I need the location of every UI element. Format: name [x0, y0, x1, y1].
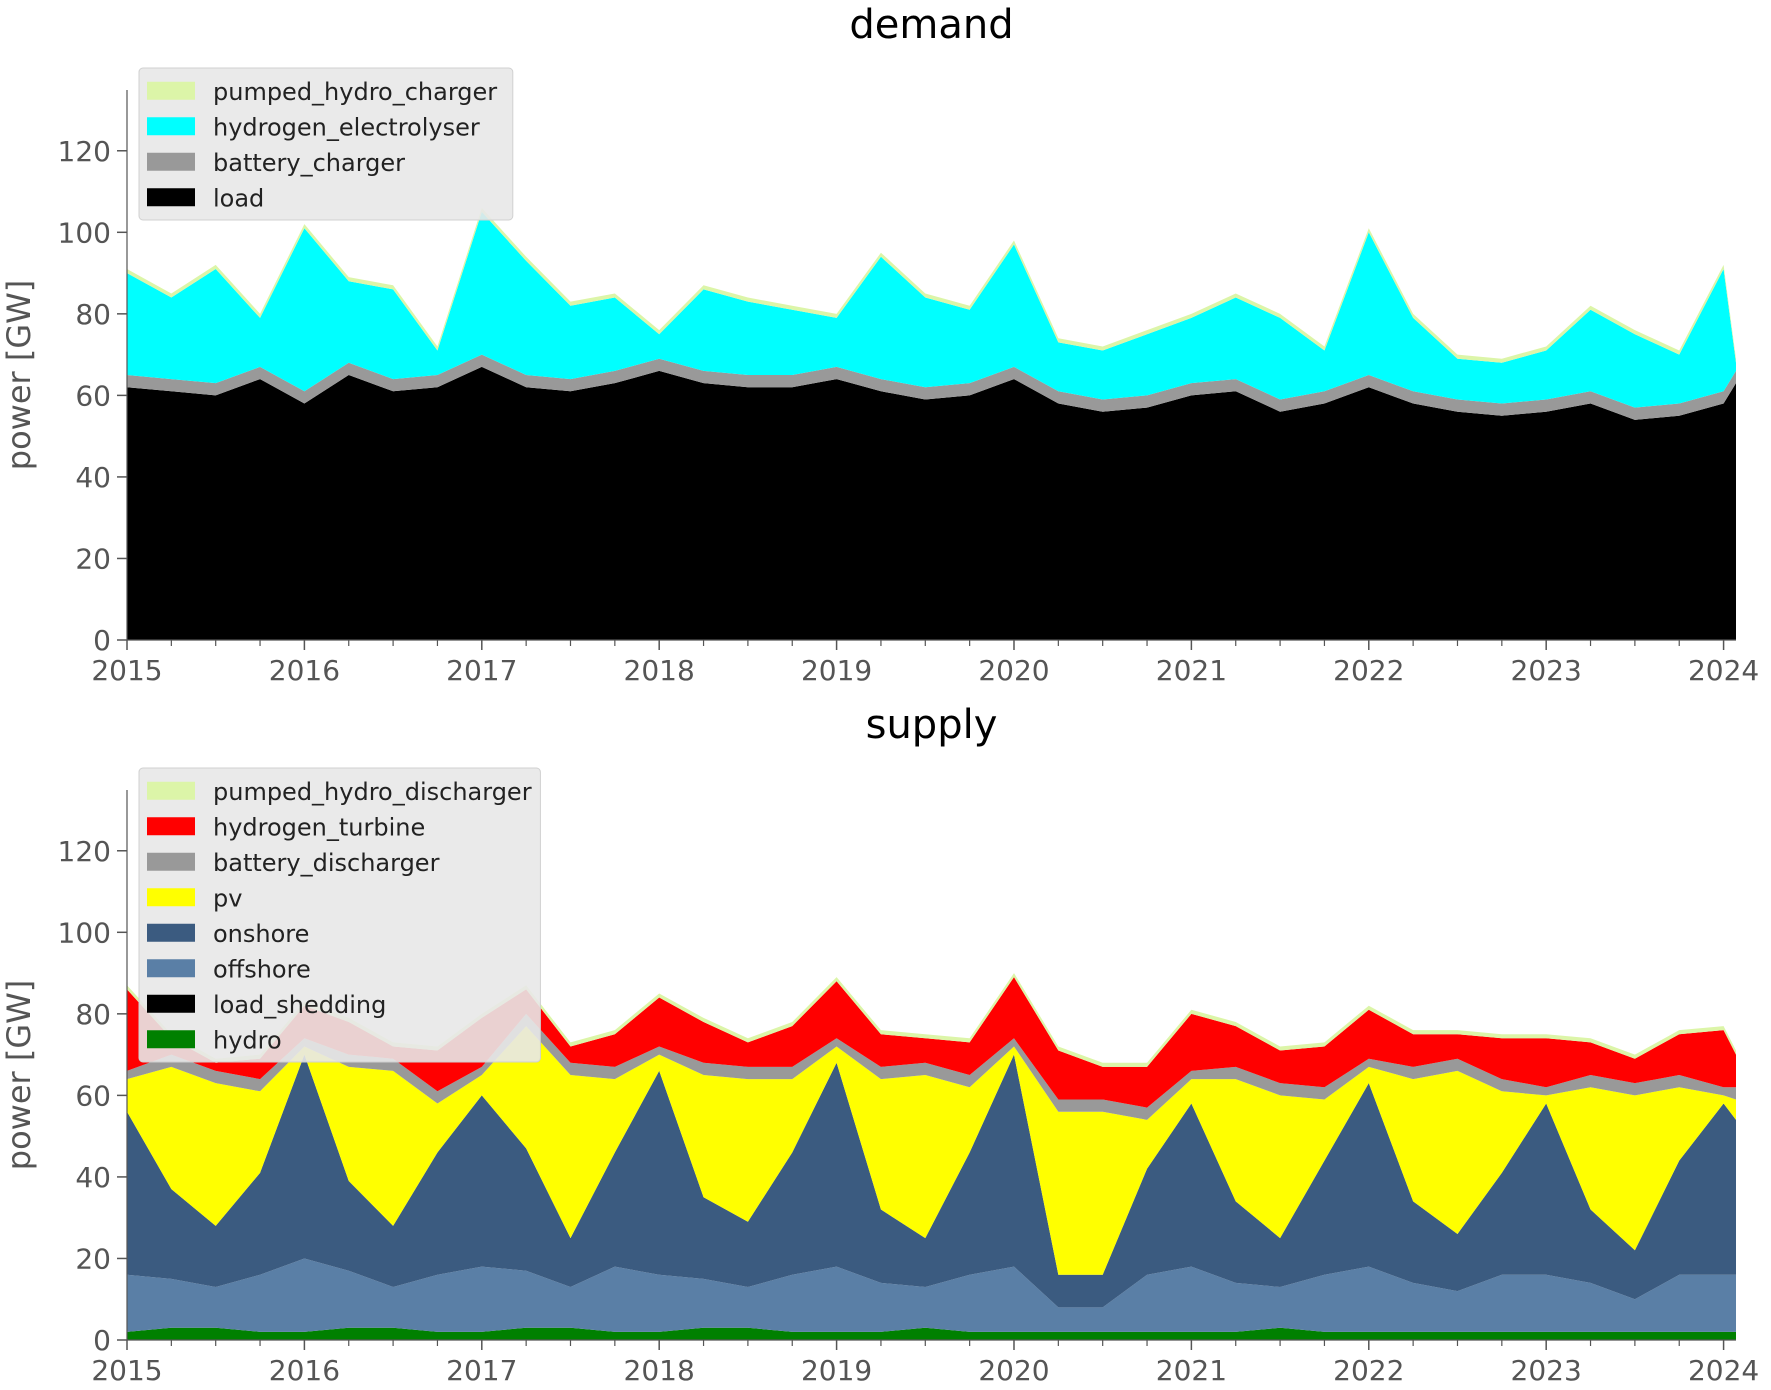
x-tick-label: 2017	[446, 1354, 517, 1387]
x-tick-label: 2020	[978, 654, 1049, 687]
x-tick-label: 2023	[1511, 1354, 1582, 1387]
legend-label-hydrogen_electrolyser: hydrogen_electrolyser	[213, 113, 480, 141]
y-tick-label: 120	[58, 135, 111, 168]
x-tick-label: 2017	[446, 654, 517, 687]
legend-box	[138, 67, 514, 221]
x-tick-label: 2021	[1156, 1354, 1227, 1387]
legend: pumped_hydro_charger hydrogen_electrolyse…	[138, 67, 514, 221]
x-tick-label: 2019	[801, 654, 872, 687]
y-tick-label: 100	[58, 916, 111, 949]
x-tick-label: 2018	[624, 1354, 695, 1387]
legend-swatch-hydrogen_turbine	[147, 817, 195, 836]
area-onshore	[127, 1054, 1736, 1308]
legend-label-hydro: hydro	[213, 1026, 282, 1054]
y-tick-label: 40	[75, 461, 111, 494]
x-tick-label: 2022	[1333, 1354, 1404, 1387]
x-tick-label: 2016	[269, 654, 340, 687]
x-tick-label: 2024	[1688, 1354, 1759, 1387]
area-pv	[127, 1026, 1736, 1275]
area-battery_discharger	[127, 1013, 1736, 1120]
y-tick-label: 80	[75, 998, 111, 1031]
y-tick-label: 120	[58, 835, 111, 868]
legend-swatch-battery_charger	[147, 152, 195, 171]
x-tick-label: 2020	[978, 1354, 1049, 1387]
legend-swatch-pumped_hydro_charger	[147, 81, 195, 100]
x-tick-label: 2024	[1688, 654, 1759, 687]
legend-label-pv: pv	[213, 884, 242, 912]
y-tick-label: 60	[75, 379, 111, 412]
legend-label-battery_charger: battery_charger	[213, 149, 405, 177]
area-pumped_hydro_charger	[127, 207, 1736, 363]
y-tick-label: 100	[58, 216, 111, 249]
legend-swatch-pv	[147, 888, 195, 907]
legend-label-pumped_hydro_charger: pumped_hydro_charger	[213, 78, 497, 106]
legend-swatch-offshore	[147, 959, 195, 978]
x-tick-label: 2019	[801, 1354, 872, 1387]
legend-swatch-load	[147, 188, 195, 207]
legend-label-load_shedding: load_shedding	[213, 991, 386, 1019]
area-load	[127, 366, 1736, 640]
legend-label-hydrogen_turbine: hydrogen_turbine	[213, 813, 425, 841]
y-axis-label: power [GW]	[0, 980, 38, 1170]
legend: pumped_hydro_discharger hydrogen_turbineb…	[138, 767, 541, 1063]
y-tick-label: 80	[75, 298, 111, 331]
area-hydrogen_electrolyser	[127, 211, 1736, 408]
y-tick-label: 40	[75, 1161, 111, 1194]
area-offshore	[127, 1258, 1736, 1332]
legend-label-load: load	[213, 184, 264, 212]
y-axis-label: power [GW]	[0, 280, 38, 470]
legend-swatch-hydrogen_electrolyser	[147, 117, 195, 136]
legend-swatch-pumped_hydro_discharger	[147, 781, 195, 800]
y-tick-label: 0	[93, 624, 111, 657]
x-tick-label: 2021	[1156, 654, 1227, 687]
y-tick-label: 20	[75, 1242, 111, 1275]
legend-label-pumped_hydro_discharger: pumped_hydro_discharger	[213, 778, 532, 806]
legend-label-battery_discharger: battery_discharger	[213, 849, 440, 877]
x-tick-label: 2015	[91, 1354, 162, 1387]
chart-panel-supply: supply 0 20 40 60 80 100 120 2015 2016 2017 2018 201…	[0, 702, 1759, 1387]
y-tick-label: 0	[93, 1324, 111, 1357]
legend-swatch-hydro	[147, 1030, 195, 1049]
x-tick-label: 2023	[1511, 654, 1582, 687]
chart-title: supply	[866, 702, 998, 748]
legend-swatch-onshore	[147, 923, 195, 942]
area-battery_charger	[127, 354, 1736, 420]
x-tick-label: 2016	[269, 1354, 340, 1387]
x-tick-label: 2015	[91, 654, 162, 687]
legend-swatch-battery_discharger	[147, 852, 195, 871]
chart-title: demand	[849, 2, 1013, 48]
x-tick-label: 2022	[1333, 654, 1404, 687]
y-tick-label: 60	[75, 1079, 111, 1112]
x-tick-label: 2018	[624, 654, 695, 687]
chart-panel-demand: demand 0 20 40 60 80 100 120 2015 2016 2017 2018 201…	[0, 2, 1759, 687]
legend-box	[138, 767, 541, 1063]
legend-label-offshore: offshore	[213, 955, 311, 983]
legend-swatch-load_shedding	[147, 994, 195, 1013]
area-hydro	[127, 1327, 1736, 1340]
legend-label-onshore: onshore	[213, 920, 309, 948]
y-tick-label: 20	[75, 542, 111, 575]
